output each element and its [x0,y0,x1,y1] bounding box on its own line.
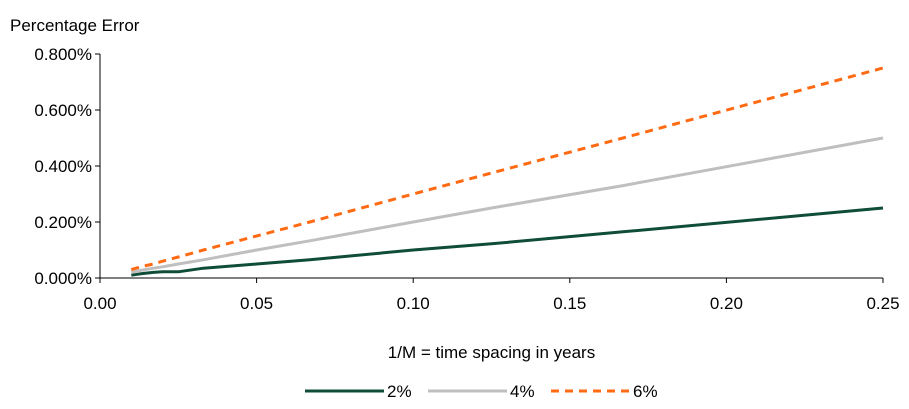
legend-label-3: 6% [633,382,658,401]
legend-label-2: 4% [510,382,535,401]
x-tick-label: 0.25 [866,294,899,313]
x-tick-label: 0.20 [710,294,743,313]
y-tick-label: 0.000% [34,269,92,288]
legend-label-1: 2% [387,382,412,401]
x-tick-label: 0.15 [553,294,586,313]
x-axis-title: 1/M = time spacing in years [388,343,595,362]
y-tick-group: 0.000% 0.200% 0.400% 0.600% 0.800% [34,45,100,288]
x-tick-group: 0.00 0.05 0.10 0.15 0.20 0.25 [83,278,900,313]
series-line-3 [130,66,884,272]
y-axis-title: Percentage Error [10,16,140,35]
y-tick-label: 0.800% [34,45,92,64]
series-line-2 [130,136,884,274]
series-line-1 [131,206,884,277]
y-tick-label: 0.400% [34,157,92,176]
y-tick-label: 0.600% [34,101,92,120]
series-lines [130,66,884,277]
legend: 2% 4% 6% [305,382,658,401]
y-tick-label: 0.200% [34,213,92,232]
x-tick-label: 0.10 [397,294,430,313]
x-tick-label: 0.05 [240,294,273,313]
x-tick-label: 0.00 [83,294,116,313]
